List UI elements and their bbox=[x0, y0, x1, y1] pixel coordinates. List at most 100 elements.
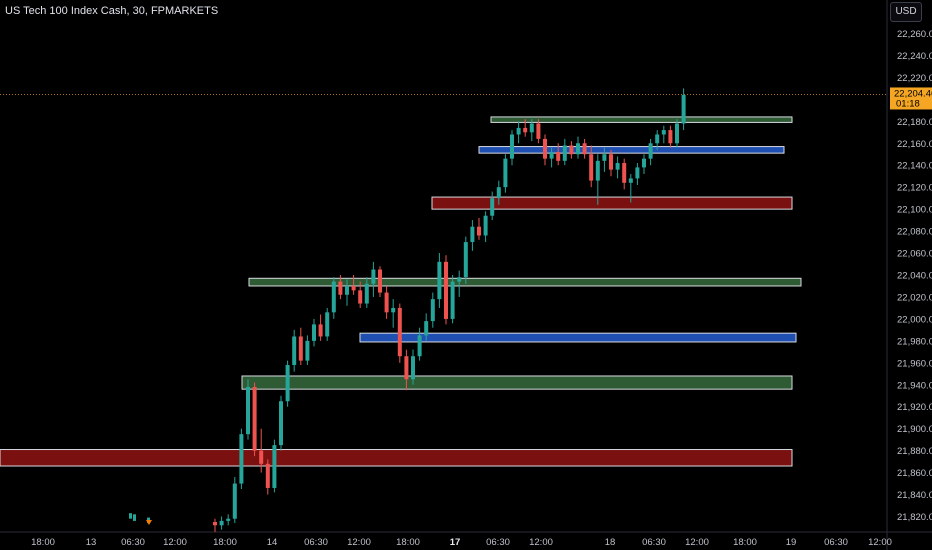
candle bbox=[430, 299, 435, 322]
candle bbox=[252, 386, 257, 451]
currency-button[interactable]: USD bbox=[890, 2, 922, 22]
event-marker-icon bbox=[146, 520, 152, 525]
x-tick-label: 06:30 bbox=[304, 537, 328, 548]
candle bbox=[457, 277, 462, 282]
candle bbox=[239, 434, 244, 484]
x-tick-label: 13 bbox=[86, 537, 97, 548]
candle bbox=[576, 143, 580, 155]
candle bbox=[549, 152, 554, 159]
x-tick-label: 06:30 bbox=[642, 537, 666, 548]
candle bbox=[411, 356, 415, 380]
x-tick-label: 12:00 bbox=[868, 537, 892, 548]
y-tick-label: 22,040.00 bbox=[897, 271, 932, 282]
candle bbox=[556, 152, 561, 161]
candle bbox=[450, 281, 455, 319]
y-tick-label: 22,240.00 bbox=[897, 51, 932, 62]
y-tick-label: 21,960.00 bbox=[897, 358, 932, 369]
x-tick-label: 18:00 bbox=[396, 537, 420, 548]
y-tick-label: 22,000.00 bbox=[897, 314, 932, 325]
candle bbox=[655, 134, 660, 144]
candle bbox=[510, 134, 514, 159]
candle bbox=[615, 163, 620, 170]
candle bbox=[259, 450, 264, 464]
x-tick-label: 18:00 bbox=[733, 537, 757, 548]
candle bbox=[345, 285, 349, 295]
candle bbox=[628, 178, 633, 183]
y-tick-label: 22,140.00 bbox=[897, 161, 932, 172]
x-tick-label: 06:30 bbox=[486, 537, 510, 548]
candle bbox=[635, 167, 640, 179]
x-tick-label: 14 bbox=[267, 537, 278, 548]
candle bbox=[213, 521, 217, 526]
supply-zone-top bbox=[490, 116, 793, 123]
candle bbox=[622, 163, 627, 183]
y-tick-label: 22,260.00 bbox=[897, 29, 932, 40]
candle bbox=[444, 261, 448, 319]
candle bbox=[384, 292, 389, 313]
candle bbox=[477, 226, 481, 236]
candle bbox=[364, 283, 369, 304]
candle bbox=[675, 123, 679, 144]
candle bbox=[351, 285, 356, 291]
x-tick-label: 17 bbox=[450, 537, 461, 548]
candle bbox=[285, 365, 290, 402]
candle bbox=[470, 226, 475, 243]
candle bbox=[523, 127, 528, 133]
candle bbox=[536, 123, 541, 139]
candle bbox=[424, 321, 429, 336]
red-zone-upper bbox=[431, 196, 793, 210]
candle bbox=[642, 158, 646, 168]
candle bbox=[668, 130, 673, 144]
candle bbox=[463, 242, 468, 278]
candle bbox=[292, 336, 297, 366]
candle bbox=[325, 312, 330, 337]
x-tick-label: 12:00 bbox=[347, 537, 371, 548]
y-tick-label: 22,100.00 bbox=[897, 205, 932, 216]
candle bbox=[516, 127, 521, 135]
candle bbox=[338, 281, 343, 295]
price-tag bbox=[890, 87, 932, 110]
y-tick-label: 21,940.00 bbox=[897, 380, 932, 391]
candle bbox=[437, 261, 442, 300]
candle bbox=[562, 145, 567, 161]
chart-title: US Tech 100 Index Cash, 30, FPMARKETS bbox=[5, 5, 219, 17]
candle bbox=[595, 160, 600, 181]
candle bbox=[529, 123, 534, 133]
y-tick-label: 22,120.00 bbox=[897, 183, 932, 194]
candle bbox=[133, 514, 136, 521]
y-tick-label: 21,900.00 bbox=[897, 424, 932, 435]
y-tick-label: 22,060.00 bbox=[897, 249, 932, 260]
red-zone-lower bbox=[0, 449, 793, 467]
candle bbox=[503, 158, 508, 188]
x-tick-label: 18 bbox=[605, 537, 616, 548]
candle bbox=[648, 143, 653, 159]
blue-zone-upper bbox=[478, 146, 785, 154]
y-tick-label: 21,880.00 bbox=[897, 446, 932, 457]
green-zone-middle bbox=[248, 277, 802, 287]
candle bbox=[318, 324, 323, 337]
candle bbox=[602, 154, 607, 161]
x-tick-label: 06:30 bbox=[824, 537, 848, 548]
candle bbox=[681, 94, 686, 124]
candle bbox=[371, 269, 376, 284]
candle bbox=[331, 281, 336, 313]
candle bbox=[312, 324, 316, 341]
y-tick-label: 22,160.00 bbox=[897, 139, 932, 150]
candle bbox=[483, 215, 488, 236]
candle bbox=[661, 130, 666, 135]
candle bbox=[265, 463, 270, 488]
y-tick-label: 21,980.00 bbox=[897, 336, 932, 347]
candle bbox=[378, 269, 382, 293]
candle bbox=[417, 335, 422, 357]
price-tag-countdown: 01:18 bbox=[896, 98, 920, 109]
price-tag-value: 22,204.46 bbox=[894, 88, 932, 99]
y-tick-label: 21,920.00 bbox=[897, 402, 932, 413]
candle bbox=[496, 187, 501, 199]
green-zone-lower bbox=[241, 375, 793, 390]
x-tick-label: 19 bbox=[786, 537, 797, 548]
y-tick-label: 22,220.00 bbox=[897, 73, 932, 84]
candle bbox=[232, 483, 237, 519]
candle bbox=[272, 445, 277, 488]
candle bbox=[246, 386, 250, 435]
